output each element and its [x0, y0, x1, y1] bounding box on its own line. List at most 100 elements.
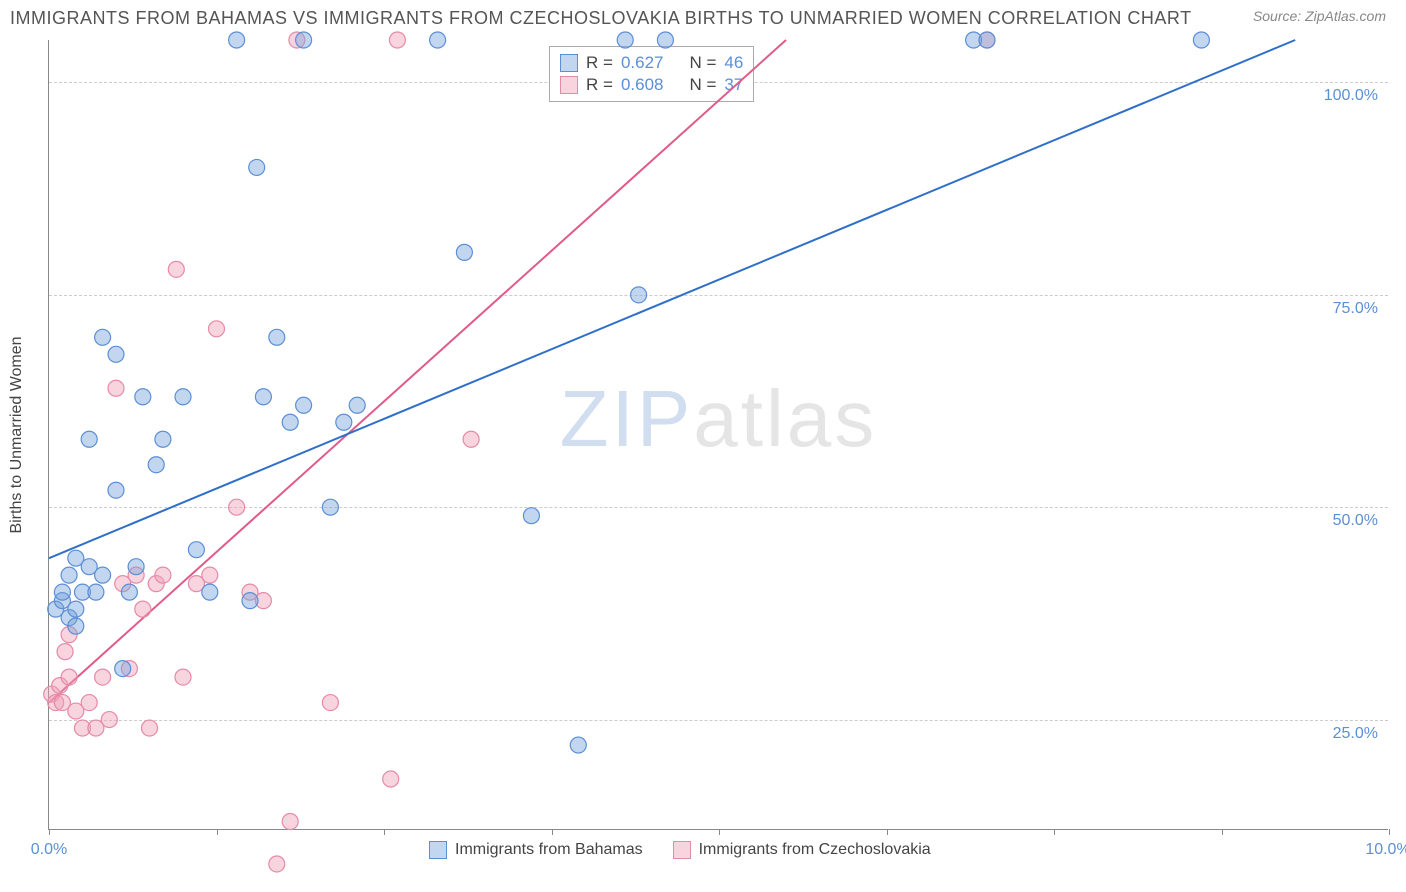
data-point [68, 703, 84, 719]
data-point [61, 627, 77, 643]
data-point [68, 618, 84, 634]
data-point [188, 576, 204, 592]
data-point [242, 584, 258, 600]
correlation-legend: R = 0.627 N = 46 R = 0.608 N = 37 [549, 46, 754, 102]
data-point [54, 695, 70, 711]
y-tick-label: 50.0% [1333, 512, 1378, 530]
data-point [979, 32, 995, 48]
data-point [135, 601, 151, 617]
data-point [95, 669, 111, 685]
data-point [48, 601, 64, 617]
data-point [155, 431, 171, 447]
data-point [202, 567, 218, 583]
legend-swatch-icon [560, 76, 578, 94]
y-axis-label: Births to Unmarried Women [8, 336, 26, 533]
data-point [255, 389, 271, 405]
legend-swatch-icon [673, 841, 691, 859]
data-point [148, 576, 164, 592]
data-point [523, 508, 539, 524]
y-tick-label: 25.0% [1333, 725, 1378, 743]
x-tick-label: 10.0% [1365, 841, 1406, 859]
x-tick [49, 829, 50, 835]
data-point [336, 414, 352, 430]
data-point [121, 584, 137, 600]
x-tick [1054, 829, 1055, 835]
data-point [209, 321, 225, 337]
gridline [49, 720, 1388, 721]
data-point [68, 601, 84, 617]
legend-row: R = 0.627 N = 46 [560, 53, 743, 73]
data-point [75, 584, 91, 600]
x-tick [1222, 829, 1223, 835]
data-point [108, 482, 124, 498]
data-point [175, 669, 191, 685]
data-point [168, 261, 184, 277]
legend-item: Immigrants from Bahamas [429, 841, 643, 859]
data-point [61, 669, 77, 685]
data-point [88, 584, 104, 600]
data-point [349, 397, 365, 413]
data-point [322, 695, 338, 711]
data-point [48, 695, 64, 711]
data-point [570, 737, 586, 753]
data-point [188, 542, 204, 558]
legend-swatch-icon [429, 841, 447, 859]
trend-line [49, 40, 1295, 558]
x-tick [217, 829, 218, 835]
data-point [52, 678, 68, 694]
data-point [108, 380, 124, 396]
x-tick [552, 829, 553, 835]
data-point [269, 856, 285, 872]
data-point [148, 457, 164, 473]
data-point [269, 329, 285, 345]
chart-title: IMMIGRANTS FROM BAHAMAS VS IMMIGRANTS FR… [10, 8, 1192, 29]
data-point [463, 431, 479, 447]
data-point [54, 593, 70, 609]
x-tick [719, 829, 720, 835]
data-point [121, 661, 137, 677]
data-point [430, 32, 446, 48]
data-point [242, 593, 258, 609]
data-point [61, 610, 77, 626]
data-point [81, 695, 97, 711]
data-point [155, 567, 171, 583]
data-point [1193, 32, 1209, 48]
data-point [979, 32, 995, 48]
x-tick [887, 829, 888, 835]
series-legend: Immigrants from Bahamas Immigrants from … [429, 841, 931, 859]
data-point [115, 576, 131, 592]
data-point [95, 567, 111, 583]
plot-area: Births to Unmarried Women ZIPatlas 25.0%… [48, 40, 1388, 830]
data-point [108, 346, 124, 362]
data-point [255, 593, 271, 609]
data-point [966, 32, 982, 48]
data-point [289, 32, 305, 48]
data-point [68, 550, 84, 566]
data-point [175, 389, 191, 405]
data-point [54, 584, 70, 600]
data-point [61, 567, 77, 583]
data-point [249, 159, 265, 175]
data-point [389, 32, 405, 48]
data-point [383, 771, 399, 787]
source-label: Source: ZipAtlas.com [1253, 8, 1386, 24]
legend-row: R = 0.608 N = 37 [560, 75, 743, 95]
data-point [75, 720, 91, 736]
data-point [88, 720, 104, 736]
watermark: ZIPatlas [560, 373, 877, 465]
data-point [128, 567, 144, 583]
y-tick-label: 75.0% [1333, 300, 1378, 318]
data-point [456, 244, 472, 260]
x-tick [1389, 829, 1390, 835]
data-point [296, 397, 312, 413]
x-tick [384, 829, 385, 835]
data-point [81, 431, 97, 447]
data-point [44, 686, 60, 702]
data-point [95, 329, 111, 345]
x-tick-label: 0.0% [31, 841, 67, 859]
gridline [49, 295, 1388, 296]
legend-item: Immigrants from Czechoslovakia [673, 841, 931, 859]
legend-swatch-icon [560, 54, 578, 72]
data-point [81, 559, 97, 575]
gridline [49, 507, 1388, 508]
